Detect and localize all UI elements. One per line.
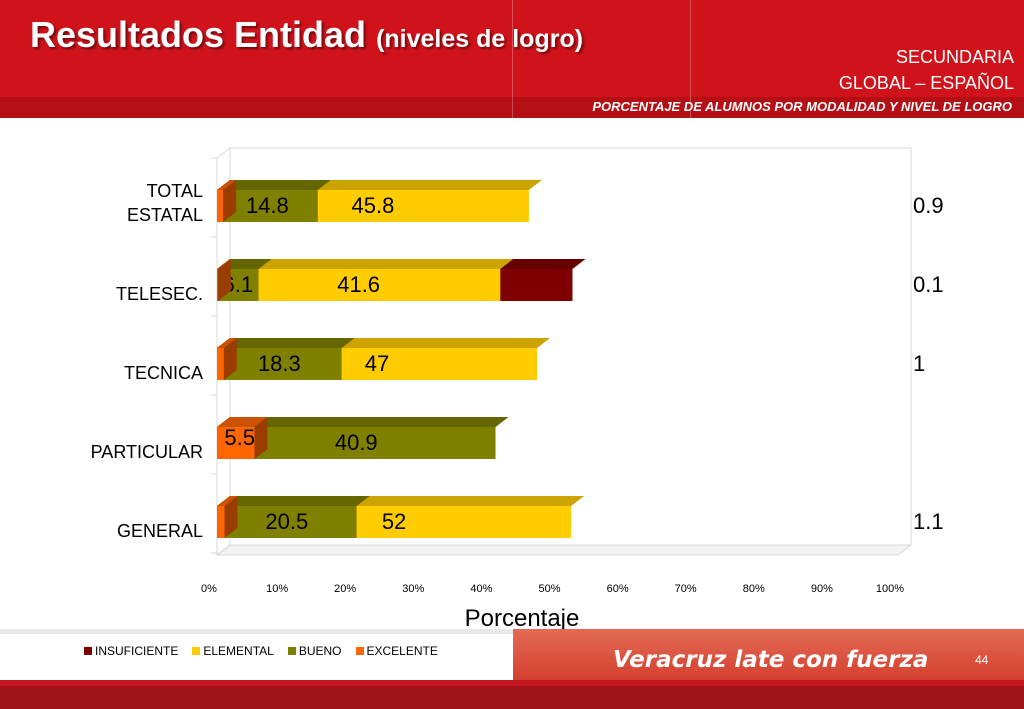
data-label: 52 [382,509,406,534]
legend-item: EXCELENTE [355,644,438,658]
bar-top-face [217,180,237,190]
legend-label: INSUFICIENTE [95,644,179,658]
legend-label: BUENO [298,644,342,658]
legend-swatch [355,647,364,655]
data-label: 14.8 [246,193,289,218]
legend-swatch [192,647,201,655]
legend-item: INSUFICIENTE [84,644,178,658]
subtitle-strip [0,97,1024,118]
data-label: 20.5 [265,509,308,534]
legend-item: ELEMENTAL [192,644,274,658]
chart-left-top-edge [216,147,231,159]
x-tick-label: 100% [876,583,904,595]
category-label: TECNICA [124,363,203,383]
data-label: 0.9 [913,193,944,218]
bar-segment [217,180,237,222]
bar-top-face [217,496,370,506]
bar-front-face [217,427,255,459]
x-tick-label: 30% [402,583,424,595]
bar-front-face [217,348,224,380]
chart-legend: INSUFICIENTE ELEMENTAL BUENO EXCELENTE [84,644,452,658]
decor-line [512,0,513,118]
bar-side-face [224,496,238,538]
bar-top-face [217,417,268,427]
category-label: TELESEC. [116,284,203,304]
decor-line [690,0,691,118]
data-label: 18.3 [258,351,301,376]
x-tick-label: 60% [607,583,629,595]
title-sub: (niveles de logro) [376,25,584,53]
data-label: 41.6 [337,272,380,297]
page-number: 44 [975,653,989,667]
x-axis-title: Porcentaje [465,605,580,632]
bar-segment [217,496,238,538]
bar-segment [217,259,231,301]
bar-front-face [217,506,357,538]
bar-top-face [217,338,355,348]
bar-front-face [217,348,342,380]
legend-label: ELEMENTAL [203,644,274,658]
page-title: Resultados Entidad (niveles de logro) [30,14,583,56]
bar-top-face [217,259,231,269]
data-label: 47 [365,351,389,376]
bar-front-face [217,269,218,301]
bar-segment [217,338,355,380]
bar-side-face [223,180,237,222]
bar-segment [217,417,268,459]
bar-side-face [254,417,268,459]
header-band [0,0,1024,118]
bar-side-face [223,338,237,380]
x-tick-label: 70% [675,583,697,595]
bar-front-face [217,190,224,222]
category-label: GENERAL [117,521,203,541]
bar-segment [217,496,370,538]
chart-left-bottom-edge [216,544,231,556]
category-label: PARTICULAR [91,442,203,462]
x-tick-label: 80% [743,583,765,595]
data-label: 0.1 [913,272,944,297]
level-line-2: GLOBAL – ESPAÑOL [838,73,1014,93]
x-tick-label: 10% [266,583,288,595]
x-tick-label: 90% [811,583,833,595]
x-tick-label: 40% [470,583,492,595]
x-tick-label: 20% [334,583,356,595]
legend-item: BUENO [287,644,342,658]
chart-floor [215,544,913,556]
title-main: Resultados Entidad [30,14,367,55]
data-label: 40.9 [335,430,378,455]
legend-swatch [287,647,296,655]
bar-segment [217,338,237,380]
bar-front-face [217,506,225,538]
data-label: 45.8 [352,193,395,218]
chart-subtitle: PORCENTAJE DE ALUMNOS POR MODALIDAD Y NI… [592,99,1012,114]
bar-front-face [217,269,501,301]
footer-divider [0,629,1024,634]
bar-side-face [217,259,231,301]
data-label: 5.5 [224,425,255,450]
bar-top-face [217,259,514,269]
slogan-text: Veracruz late con fuerza [613,647,929,673]
x-tick-label: 0% [201,583,217,595]
level-block: SECUNDARIA GLOBAL – ESPAÑOL [839,44,1014,96]
level-line-1: SECUNDARIA [895,47,1014,67]
bar-top-face [217,496,238,506]
data-label: 1 [913,351,925,376]
bar-segment [217,259,514,301]
bar-top-face [217,180,331,190]
bar-top-face [217,338,237,348]
data-label: 1.1 [913,509,944,534]
bar-top-face [217,417,509,427]
footer-band [0,680,1024,709]
legend-label: EXCELENTE [366,644,438,658]
slogan-panel [513,629,1024,687]
x-tick-label: 50% [538,583,560,595]
legend-swatch [84,647,92,655]
category-label: TOTAL ESTATAL [127,181,203,225]
